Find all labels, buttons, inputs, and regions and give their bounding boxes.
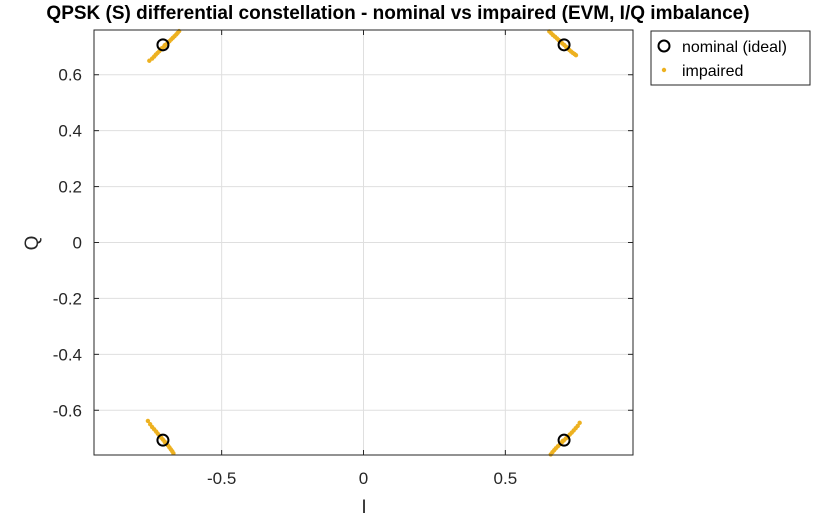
data-marks — [145, 28, 582, 457]
impaired-point — [573, 52, 579, 58]
legend-impaired-marker — [661, 67, 667, 73]
x-axis-label: I — [361, 497, 366, 518]
legend-nominal-marker — [657, 39, 671, 53]
nominal-point — [557, 38, 571, 52]
impaired-point — [162, 439, 168, 445]
axis-ticks: -0.5 0 0.5 -0.6 -0.4 -0.2 0 0.2 0.4 0.6 — [53, 30, 633, 488]
y-tick-label: -0.2 — [53, 289, 82, 308]
y-tick-label: 0.2 — [58, 178, 82, 197]
y-tick-label: 0.4 — [58, 122, 82, 141]
y-tick-label: -0.6 — [53, 401, 82, 420]
impaired-point — [145, 418, 151, 424]
legend-impaired-label: impaired — [682, 63, 743, 80]
legend-box — [650, 30, 811, 86]
x-tick-label: 0 — [359, 469, 368, 488]
nominal-point — [557, 433, 571, 447]
impaired-point — [577, 420, 582, 426]
grid-lines — [94, 30, 633, 455]
x-tick-label: 0.5 — [494, 469, 518, 488]
y-axis-label: Q — [22, 236, 43, 251]
legend: nominal (ideal) impaired — [650, 30, 811, 86]
y-tick-label: -0.4 — [53, 345, 82, 364]
impaired-point — [560, 438, 565, 444]
nominal-point — [156, 38, 170, 52]
y-tick-label: 0.6 — [58, 66, 82, 85]
x-tick-label: -0.5 — [207, 469, 236, 488]
impaired-point — [162, 42, 168, 48]
chart-title: QPSK (S) differential constellation - no… — [46, 3, 749, 24]
nominal-point — [156, 433, 170, 447]
y-tick-label: 0 — [73, 234, 82, 253]
legend-nominal-label: nominal (ideal) — [682, 39, 787, 56]
impaired-point — [171, 451, 176, 456]
